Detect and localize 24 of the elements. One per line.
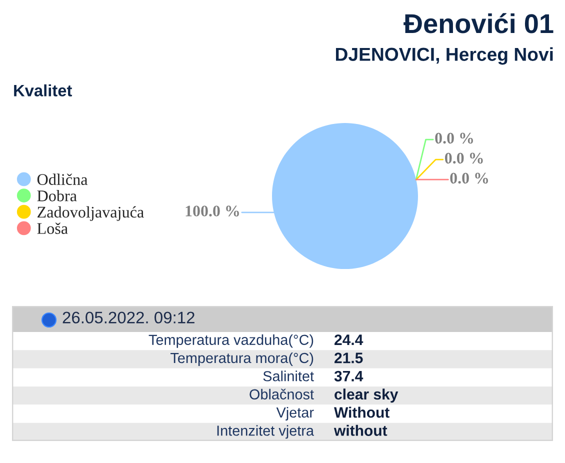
legend-label: Odlična <box>37 174 88 185</box>
text: clear sky <box>334 388 398 403</box>
text: 0.0 % <box>450 172 488 184</box>
text: 0.0 % <box>435 132 473 144</box>
legend-label: Loša <box>37 222 68 234</box>
text: 37.4 <box>334 370 364 382</box>
text: 26.05.2022. 09:12 <box>62 312 194 324</box>
text: 24.4 <box>334 334 364 345</box>
chart-title: Kvalitet <box>14 84 72 96</box>
text: Without <box>334 406 390 418</box>
legend-label: Zadovoljavajuća <box>38 206 144 221</box>
text: Vjetar <box>276 407 314 420</box>
data-label: 100.0 % <box>186 206 239 216</box>
text: Oblačnost <box>250 388 314 400</box>
text: Salinitet <box>263 370 314 382</box>
text: DJENOVICI, Herceg Novi <box>336 47 553 65</box>
legend-label: Dobra <box>37 190 77 202</box>
text: 21.5 <box>334 352 363 364</box>
text: Temperatura vazduha(°C) <box>148 334 314 348</box>
text: without <box>334 424 388 436</box>
text: Intenzitet vjetra <box>217 425 314 439</box>
text: Đenovići 01 <box>404 13 554 34</box>
text: 0.0 % <box>444 152 483 164</box>
text: Temperatura mora(°C) <box>170 352 314 366</box>
